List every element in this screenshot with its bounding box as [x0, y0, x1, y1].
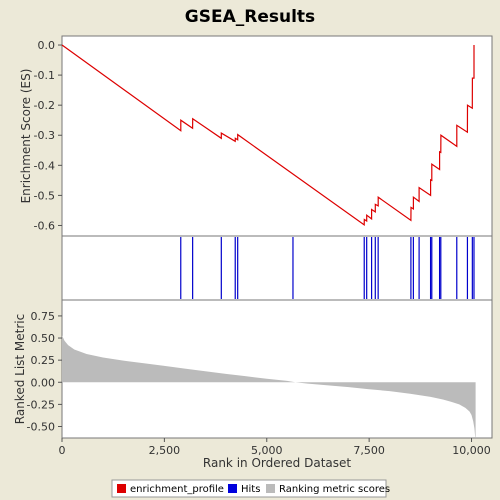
legend-swatch-enrichment: [117, 484, 126, 493]
legend-swatch-metric: [266, 484, 275, 493]
es-ytick-label-3: -0.3: [34, 129, 55, 142]
metric-ytick-label-0: 0.75: [31, 310, 56, 323]
xtick-label-3: 7,500: [353, 444, 385, 457]
metric-ytick-label-1: 0.50: [31, 332, 56, 345]
hits-series: [180, 237, 475, 299]
metric-series: [62, 335, 476, 438]
es-ytick-label-5: -0.5: [34, 189, 55, 202]
legend-label-hits: Hits: [241, 484, 260, 495]
xtick-label-4: 10,000: [452, 444, 491, 457]
metric-ytick-label-5: -0.50: [27, 421, 55, 434]
enrichment-line: [61, 44, 475, 227]
legend-label-enrichment: enrichment_profile: [130, 484, 224, 495]
es-axis-label: Enrichment Score (ES): [19, 69, 33, 204]
metric-area: [62, 335, 476, 438]
x-axis-label: Rank in Ordered Dataset: [203, 456, 351, 470]
es-ytick-label-1: -0.1: [34, 69, 55, 82]
es-ytick-label-6: -0.6: [34, 219, 55, 232]
metric-ytick-label-2: 0.25: [31, 354, 56, 367]
metric-ytick-label-3: 0.00: [31, 376, 56, 389]
es-ytick-label-0: 0.0: [38, 39, 56, 52]
metric-axis-label: Ranked List Metric: [13, 314, 27, 424]
xtick-label-2: 5,000: [251, 444, 283, 457]
xtick-label-0: 0: [59, 444, 66, 457]
legend-box: [111, 479, 387, 498]
legend-label-metric: Ranking metric scores: [279, 484, 390, 495]
es-panel: [61, 35, 493, 237]
enrichment-series: [61, 44, 475, 227]
axis-ticks: 0.0 -0.1 -0.2 -0.3 -0.4 -0.5 -0.6 0.75 0.50 0.25 0…: [27, 39, 491, 457]
es-ytick-label-4: -0.4: [34, 159, 55, 172]
metric-ytick-label-4: -0.25: [27, 398, 55, 411]
xtick-label-1: 2,500: [149, 444, 181, 457]
hits-panel: [61, 235, 493, 301]
chart-title: GSEA_Results: [185, 7, 315, 27]
es-ytick-label-2: -0.2: [34, 99, 55, 112]
legend-swatch-hits: [228, 484, 237, 493]
